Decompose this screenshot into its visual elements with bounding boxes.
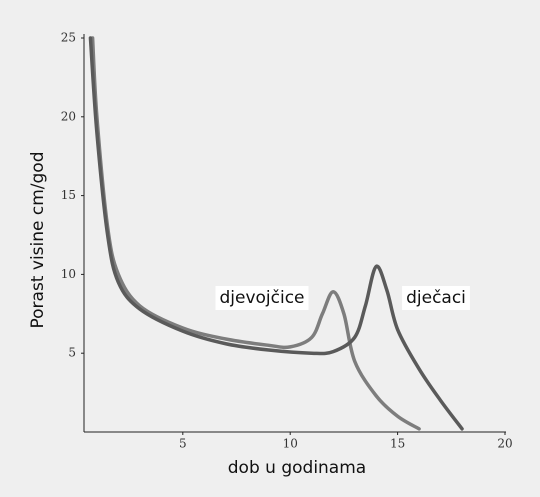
x-tick-label: 20	[497, 437, 512, 451]
x-tick-label: 15	[390, 437, 405, 451]
y-tick-label: 20	[61, 109, 76, 123]
x-tick-label: 5	[179, 437, 187, 451]
y-tick-label: 10	[61, 267, 76, 281]
annotation-box	[215, 286, 309, 310]
y-tick-label: 5	[68, 346, 76, 360]
annotation: djevojčice	[219, 288, 304, 308]
y-axis-label: Porast visine cm/god	[28, 152, 48, 329]
annotation: dječaci	[406, 288, 466, 308]
annotation-box	[402, 286, 470, 310]
x-axis-label: dob u godinama	[228, 458, 366, 478]
y-tick-label: 15	[61, 188, 76, 202]
x-tick-label: 10	[283, 437, 298, 451]
line	[88, 36, 464, 431]
y-tick-label: 25	[61, 31, 76, 45]
